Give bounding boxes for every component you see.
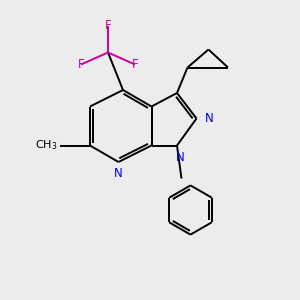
Text: CH$_3$: CH$_3$ xyxy=(35,139,58,152)
Text: F: F xyxy=(105,19,111,32)
Text: F: F xyxy=(78,58,84,71)
Text: N: N xyxy=(205,112,214,125)
Text: F: F xyxy=(132,58,138,71)
Text: N: N xyxy=(114,167,123,180)
Text: N: N xyxy=(176,151,185,164)
